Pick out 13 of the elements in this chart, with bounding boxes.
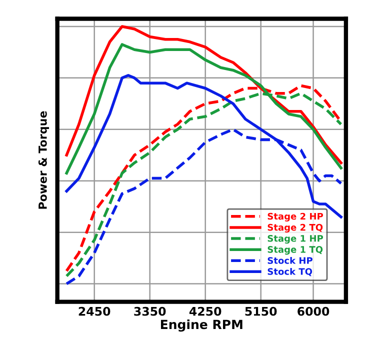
y-axis-title: Power & Torque (38, 111, 50, 209)
x-tick-label: 4250 (189, 306, 222, 316)
legend-label: Stage 2 HP (268, 212, 324, 222)
x-tick-label: 3350 (134, 306, 166, 316)
x-tick-label: 6000 (298, 306, 330, 316)
x-tick-label: 5150 (245, 306, 277, 316)
legend-label: Stage 1 TQ (268, 246, 323, 255)
legend-label: Stage 1 HP (268, 234, 324, 244)
x-tick-label: 2450 (78, 306, 110, 316)
x-axis-title: Engine RPM (160, 319, 242, 332)
legend-label: Stock TQ (268, 268, 312, 276)
legend-label: Stage 2 TQ (268, 224, 323, 233)
legend-label: Stock HP (268, 256, 312, 264)
